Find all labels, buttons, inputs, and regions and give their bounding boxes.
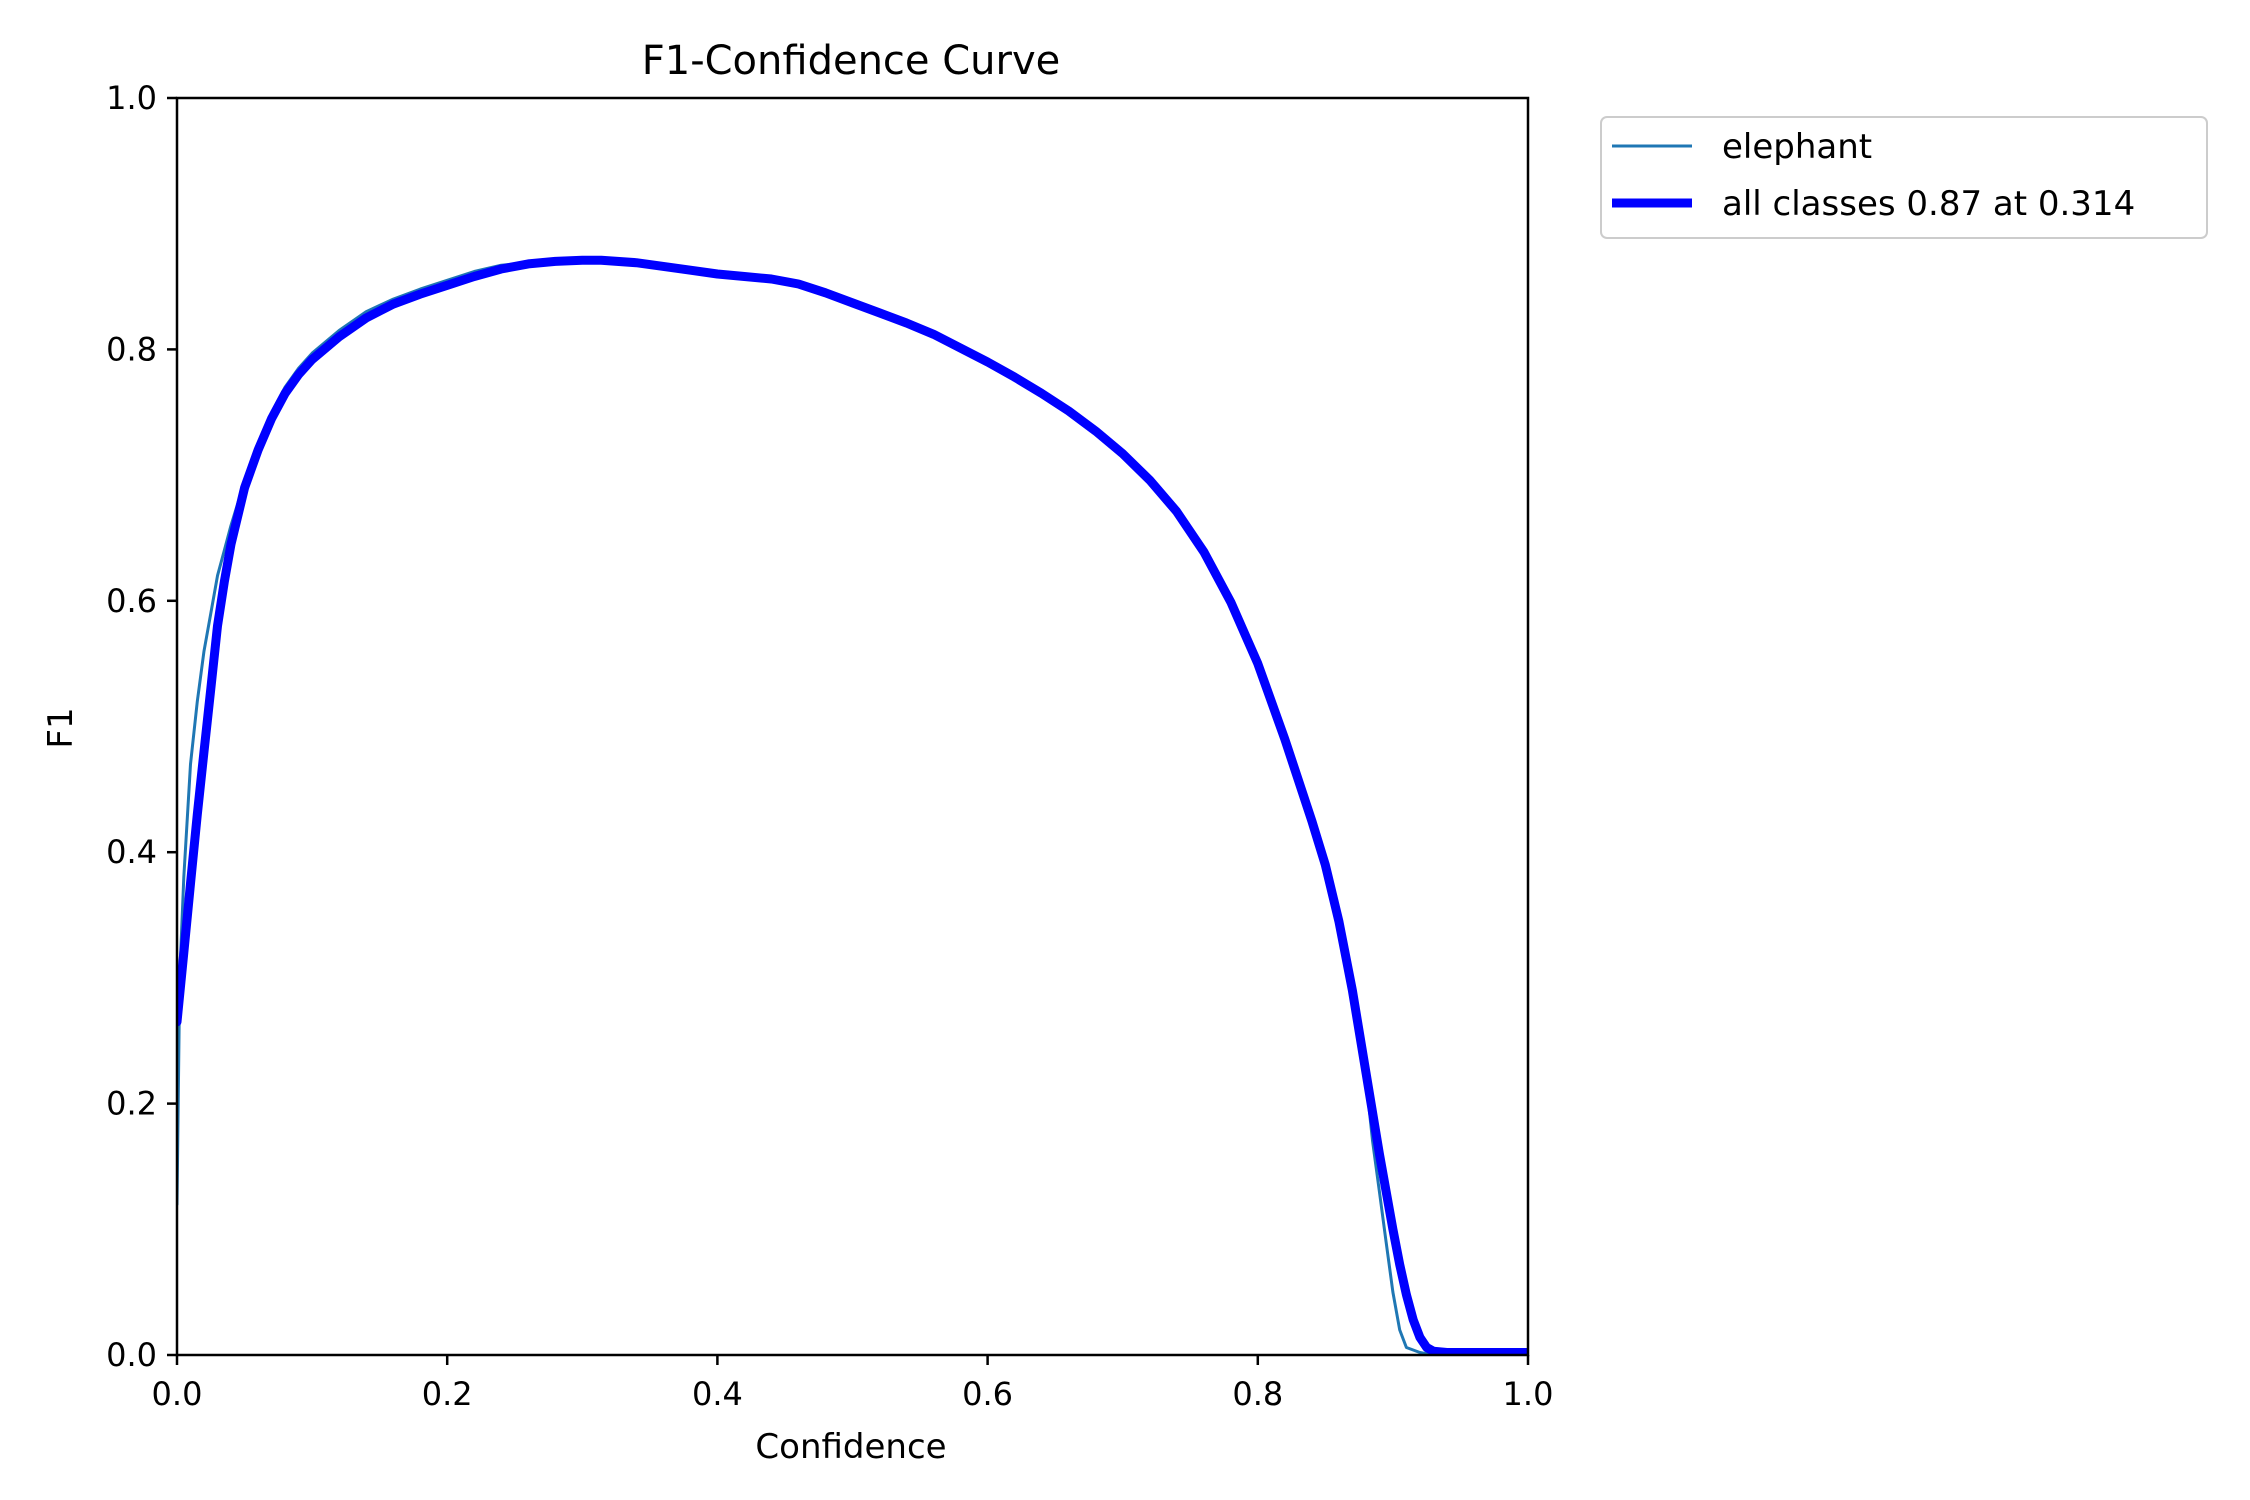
y-tick-label-0: 0.0	[106, 1336, 157, 1374]
x-tick-label-1: 0.2	[422, 1375, 473, 1413]
y-tick-label-3: 0.6	[106, 582, 157, 620]
series-line-1	[177, 255, 1528, 1355]
legend: elephant all classes 0.87 at 0.314	[1600, 116, 2208, 239]
chart-title: F1-Confidence Curve	[642, 38, 1061, 84]
legend-label-1: all classes 0.87 at 0.314	[1722, 184, 2135, 224]
x-tick-label-4: 0.8	[1232, 1375, 1283, 1413]
x-axis-label: Confidence	[755, 1427, 946, 1467]
series-layer	[177, 255, 1528, 1355]
x-tick-label-0: 0.0	[152, 1375, 203, 1413]
x-tick-label-3: 0.6	[962, 1375, 1013, 1413]
y-tick-label-5: 1.0	[106, 79, 157, 117]
y-tick-label-4: 0.8	[106, 330, 157, 368]
legend-label-0: elephant	[1722, 127, 1872, 167]
legend-box	[1600, 116, 2208, 239]
x-tick-label-5: 1.0	[1503, 1375, 1554, 1413]
y-axis-label: F1	[41, 707, 81, 748]
x-axis: 0.0 0.2 0.4 0.6 0.8 1.0	[152, 1355, 1554, 1413]
legend-items: elephant all classes 0.87 at 0.314	[1612, 127, 2135, 224]
x-tick-label-2: 0.4	[692, 1375, 743, 1413]
plot-frame	[175, 96, 1530, 1357]
series-line-0	[177, 257, 1528, 1355]
y-tick-label-2: 0.4	[106, 833, 157, 871]
y-tick-label-1: 0.2	[106, 1085, 157, 1123]
plot-area	[175, 96, 1530, 1357]
y-axis: 0.0 0.2 0.4 0.6 0.8 1.0	[106, 79, 177, 1374]
